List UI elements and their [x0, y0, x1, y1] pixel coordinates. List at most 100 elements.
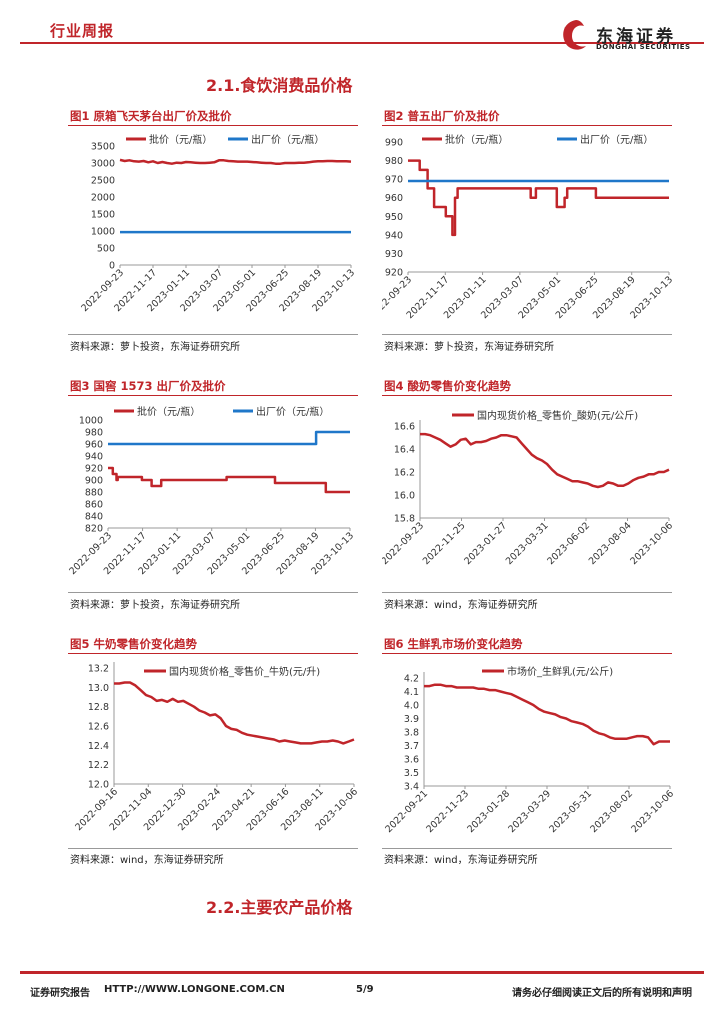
y-tick-label: 13.0: [88, 683, 109, 694]
y-tick-label: 950: [385, 212, 403, 223]
y-tick-label: 3.4: [404, 782, 419, 793]
legend-label: 国内现货价格_零售价_酸奶(元/公斤): [477, 409, 638, 422]
y-tick-label: 4.2: [404, 674, 419, 685]
figure-6-rule: [382, 653, 672, 654]
footer-website-link[interactable]: HTTP://WWW.LONGONE.COM.CN: [104, 984, 285, 995]
y-tick-label: 12.0: [88, 780, 109, 791]
y-tick-label: 940: [385, 230, 403, 241]
figure-3-chart: 82084086088090092094096098010002022-09-2…: [68, 405, 356, 577]
y-tick-label: 820: [85, 524, 103, 535]
figure-2-rule: [382, 125, 672, 126]
x-tick-label: 2023-01-27: [462, 520, 509, 567]
y-tick-label: 0: [109, 261, 115, 272]
y-tick-label: 4.0: [404, 701, 419, 712]
y-tick-label: 990: [385, 138, 403, 149]
series-line-1: [108, 466, 350, 494]
x-tick-label: 2023-10-06: [628, 520, 675, 567]
section-title-consumer-prices: 2.1.食饮消费品价格: [206, 76, 353, 95]
y-tick-label: 500: [97, 244, 115, 255]
y-tick-label: 13.2: [88, 664, 109, 675]
x-tick-label: 2022-09-23: [382, 520, 426, 567]
figure-5-chart: 12.012.212.412.612.813.013.22022-09-1620…: [73, 662, 360, 833]
y-tick-label: 15.8: [394, 514, 415, 525]
x-tick-label: 2023-05-31: [547, 788, 594, 835]
y-tick-label: 920: [385, 268, 403, 279]
y-tick-label: 880: [85, 488, 103, 499]
y-tick-label: 3.8: [404, 728, 419, 739]
series-line-1: [424, 683, 670, 746]
figure-5-source-rule: [68, 848, 358, 849]
y-tick-label: 960: [85, 440, 103, 451]
company-logo-icon: [563, 20, 586, 50]
y-tick-label: 12.2: [88, 760, 109, 771]
y-tick-label: 1000: [79, 416, 103, 427]
figure-5-source: 资料来源：wind，东海证券研究所: [70, 855, 224, 866]
y-tick-label: 840: [85, 512, 103, 523]
report-type: 行业周报: [50, 22, 115, 40]
legend-label: 批价（元/瓶）: [149, 133, 212, 146]
figure-4-title: 图4 酸奶零售价变化趋势: [384, 379, 512, 393]
y-tick-label: 900: [85, 476, 103, 487]
y-tick-label: 12.8: [88, 702, 109, 713]
company-name-cn: 东海证券: [596, 27, 676, 47]
y-tick-label: 940: [85, 452, 103, 463]
footer-report-label: 证券研究报告: [30, 988, 90, 999]
x-tick-label: 2023-03-31: [504, 520, 551, 567]
figure-3-source-rule: [68, 592, 358, 593]
x-tick-label: 2022-11-25: [421, 520, 468, 567]
y-tick-label: 3.9: [404, 714, 419, 725]
figure-1-title: 图1 原箱飞天茅台出厂价及批价: [70, 109, 232, 123]
figure-5-rule: [68, 653, 358, 654]
y-tick-label: 12.6: [88, 722, 109, 733]
company-name-en: DONGHAI SECURITIES: [596, 43, 691, 51]
x-tick-label: 2022-11-23: [424, 788, 471, 835]
y-tick-label: 1000: [91, 227, 115, 238]
x-tick-label: 2023-08-04: [587, 520, 634, 567]
x-tick-label: 2023-10-06: [629, 788, 676, 835]
y-tick-label: 16.4: [394, 445, 415, 456]
y-tick-label: 12.4: [88, 741, 109, 752]
y-tick-label: 4.1: [404, 687, 419, 698]
y-tick-label: 3.7: [404, 741, 419, 752]
x-tick-label: 2023-08-02: [588, 788, 635, 835]
series-line-1: [119, 158, 352, 165]
figure-6-source-rule: [382, 848, 672, 849]
y-tick-label: 860: [85, 500, 103, 511]
header-divider: [20, 42, 704, 44]
y-tick-label: 3.6: [404, 755, 419, 766]
figure-3-source: 资料来源：萝卜投资，东海证券研究所: [70, 600, 240, 611]
figure-3-title: 图3 国窖 1573 出厂价及批价: [70, 379, 226, 393]
figure-2-chart: 9209309409509609709809902022-09-232022-1…: [382, 133, 675, 321]
legend-label: 国内现货价格_零售价_牛奶(元/升): [169, 665, 320, 678]
figure-4-source: 资料来源：wind，东海证券研究所: [384, 600, 538, 611]
figure-2-source: 资料来源：萝卜投资，东海证券研究所: [384, 342, 554, 353]
x-tick-label: 2023-06-02: [545, 520, 592, 567]
figure-4-rule: [382, 395, 672, 396]
figure-1-chart: 05001000150020002500300035002022-09-2320…: [79, 133, 357, 314]
figure-4-chart: 15.8 16.0 16.2 16.4 16.6 2022-09-232022-11-25…: [382, 409, 675, 567]
y-tick-label: 16.0: [394, 491, 415, 502]
y-tick-label: 3500: [91, 142, 115, 153]
x-tick-label: 2023-03-29: [506, 788, 553, 835]
figure-1-source-rule: [68, 334, 358, 335]
y-tick-label: 970: [385, 175, 403, 186]
y-tick-label: 3000: [91, 159, 115, 170]
y-tick-label: 930: [385, 249, 403, 260]
y-tick-label: 1500: [91, 210, 115, 221]
figure-2-title: 图2 普五出厂价及批价: [384, 109, 500, 123]
footer-divider: [20, 971, 704, 974]
x-tick-label: 2022-09-21: [383, 788, 430, 835]
x-tick-label: 2023-01-28: [465, 788, 512, 835]
y-tick-label: 3.5: [404, 768, 419, 779]
y-tick-label: 980: [85, 428, 103, 439]
series-line-1: [114, 681, 355, 745]
legend-label: 市场价_生鲜乳(元/公斤): [507, 665, 613, 678]
legend-label: 出厂价（元/瓶）: [256, 405, 329, 418]
figure-2-source-rule: [382, 334, 672, 335]
figure-6-source: 资料来源：wind，东海证券研究所: [384, 855, 538, 866]
figure-3-rule: [68, 395, 358, 396]
series-line-2: [108, 430, 350, 446]
footer-disclaimer: 请务必仔细阅读正文后的所有说明和声明: [512, 988, 692, 999]
y-tick-label: 2500: [91, 176, 115, 187]
section-title-agri-prices: 2.2.主要农产品价格: [206, 898, 353, 917]
